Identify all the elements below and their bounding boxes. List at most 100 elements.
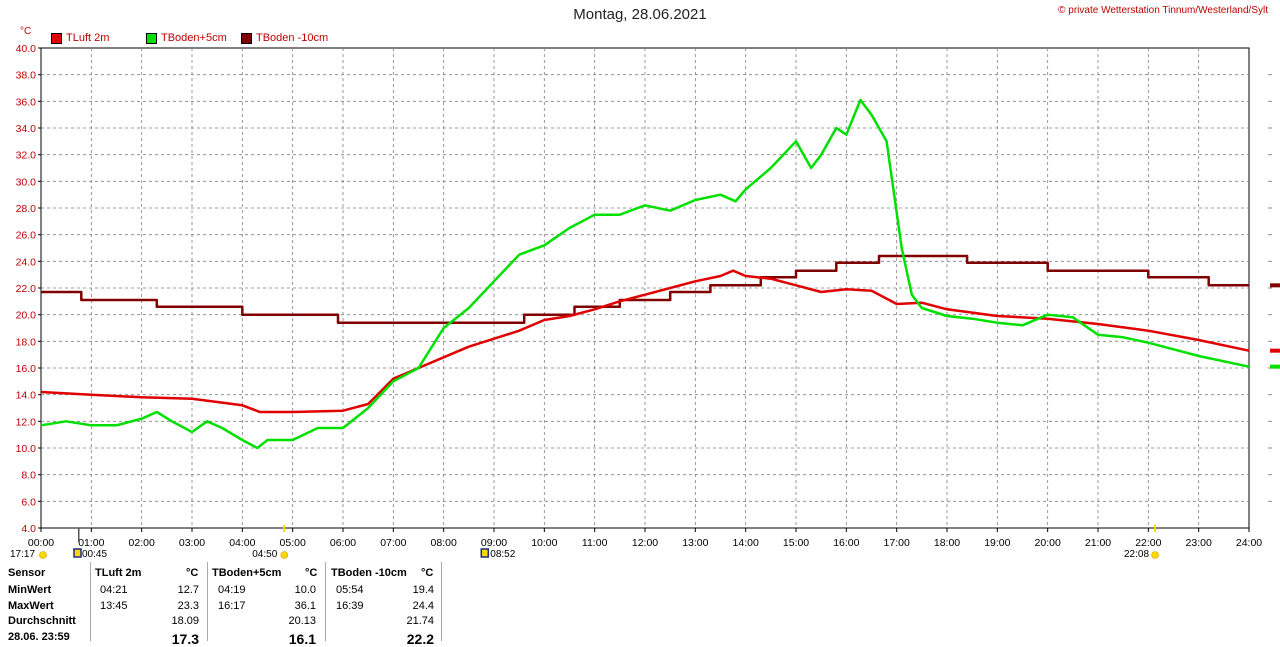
x-tick-label: 06:00 (330, 537, 356, 549)
stats-cell-v3: 19.4 (412, 584, 434, 596)
moon-icon (73, 548, 82, 558)
moon-time-label: 08:52 (490, 549, 515, 560)
stats-cell-v3: 21.74 (406, 615, 434, 627)
x-tick-label: 03:00 (179, 537, 205, 549)
stats-cell-t2: 04:19 (218, 584, 246, 596)
y-tick-label: 24.0 (16, 256, 37, 268)
x-tick-label: 22:00 (1135, 537, 1161, 549)
sunset-time-label: 22:08 (1124, 549, 1149, 560)
table-divider (90, 562, 91, 641)
stats-cell-t1: 13:45 (100, 599, 128, 612)
stats-cell-v1: 17.3 (171, 630, 199, 647)
y-axis-unit: °C (20, 26, 32, 37)
y-tick-label: 18.0 (16, 336, 37, 348)
legend-label-tluft: TLuft 2m (66, 32, 110, 44)
y-tick-label: 6.0 (21, 496, 36, 508)
end-marker (1270, 283, 1280, 288)
sun-time-label: 17:17 (10, 549, 35, 560)
stats-header-unit: °C (421, 567, 434, 579)
stats-header-sensor: Sensor (8, 567, 46, 579)
y-tick-label: 16.0 (16, 363, 37, 375)
stats-cell-v2: 16.1 (288, 630, 316, 647)
sunset-icon (1151, 551, 1159, 559)
table-divider (325, 562, 326, 641)
x-tick-label: 19:00 (984, 537, 1010, 549)
stats-cell-label: MaxWert (8, 599, 54, 612)
y-tick-label: 30.0 (16, 176, 37, 188)
stats-header-tboden5: TBoden+5cm (212, 567, 282, 579)
x-tick-label: 24:00 (1236, 537, 1262, 549)
stats-cell-label: Durchschnitt (8, 615, 76, 627)
sunrise-icon (280, 551, 289, 559)
x-tick-label: 10:00 (531, 537, 557, 549)
stats-cell-v2: 10.0 (294, 584, 316, 596)
sun-icon (39, 551, 47, 559)
x-tick-label: 14:00 (733, 537, 759, 549)
x-tick-label: 15:00 (783, 537, 809, 549)
x-tick-label: 05:00 (280, 537, 306, 549)
stats-cell-t1: 04:21 (100, 584, 128, 596)
stats-cell-v2: 20.13 (288, 615, 316, 627)
station-credit: © private Wetterstation Tinnum/Westerlan… (1058, 5, 1268, 16)
y-tick-label: 38.0 (16, 70, 37, 82)
x-tick-label: 11:00 (582, 537, 608, 549)
x-tick-label: 20:00 (1035, 537, 1061, 549)
x-tick-label: 02:00 (129, 537, 155, 549)
stats-header-unit: °C (305, 567, 318, 579)
legend-item-tboden5: TBoden+5cm (146, 32, 227, 44)
moon-time-label: 00:45 (82, 549, 107, 560)
x-tick-label: 09:00 (481, 537, 507, 549)
series-tboden10-line (41, 254, 1249, 324)
x-tick-label: 18:00 (934, 537, 960, 549)
x-tick-label: 16:00 (833, 537, 859, 549)
y-tick-label: 12.0 (16, 416, 37, 428)
moon-icon (480, 548, 490, 558)
end-marker (1270, 364, 1280, 369)
y-tick-label: 4.0 (21, 523, 36, 535)
legend-label-tboden5: TBoden+5cm (161, 32, 227, 44)
series-tluft-line (40, 269, 1250, 414)
end-marker (1270, 348, 1280, 353)
stats-header-tluft: TLuft 2m (95, 567, 142, 579)
y-tick-label: 14.0 (16, 390, 37, 402)
y-tick-label: 20.0 (16, 310, 37, 322)
legend-item-tboden10: TBoden -10cm (241, 32, 328, 44)
stats-cell-v3: 22.2 (406, 630, 434, 647)
x-tick-label: 07:00 (380, 537, 406, 549)
x-tick-label: 13:00 (682, 537, 708, 549)
x-tick-label: 23:00 (1186, 537, 1212, 549)
series-tboden5-line (40, 98, 1250, 450)
stats-cell-label: 28.06. 23:59 (8, 630, 70, 643)
stats-header-tboden10: TBoden -10cm (331, 567, 407, 579)
stats-cell-v2: 36.1 (294, 599, 316, 612)
stats-cell-label: MinWert (8, 584, 52, 596)
legend-label-tboden10: TBoden -10cm (256, 32, 329, 44)
stats-cell-v1: 23.3 (177, 599, 199, 612)
y-tick-label: 22.0 (16, 283, 37, 295)
table-divider (441, 562, 442, 641)
x-tick-label: 00:00 (28, 537, 54, 549)
y-tick-label: 8.0 (21, 470, 36, 482)
stats-cell-t3: 05:54 (336, 584, 364, 596)
stats-cell-v1: 18.09 (171, 615, 199, 627)
legend-swatch-tboden10 (241, 32, 252, 44)
sunrise-time-label: 04:50 (252, 549, 277, 560)
y-tick-label: 10.0 (16, 443, 37, 455)
x-tick-label: 04:00 (229, 537, 255, 549)
stats-cell-t2: 16:17 (218, 599, 246, 612)
x-tick-label: 21:00 (1085, 537, 1111, 549)
stats-cell-t3: 16:39 (336, 599, 364, 612)
x-tick-label: 01:00 (78, 537, 104, 549)
y-tick-label: 36.0 (16, 96, 37, 108)
chart-title: Montag, 28.06.2021 (573, 6, 707, 23)
y-tick-label: 26.0 (16, 230, 37, 242)
y-tick-label: 40.0 (16, 43, 37, 55)
x-tick-label: 12:00 (632, 537, 658, 549)
temperature-chart: 00:00 01:00 02:00 03:00 04:00 05:00 06:00 07:00… (10, 43, 1280, 560)
y-tick-label: 28.0 (16, 203, 37, 215)
legend-swatch-tboden5 (146, 32, 157, 44)
stats-header-unit: °C (186, 567, 199, 579)
y-tick-label: 34.0 (16, 123, 37, 135)
y-tick-label: 32.0 (16, 150, 37, 162)
legend-swatch-tluft (51, 32, 62, 44)
